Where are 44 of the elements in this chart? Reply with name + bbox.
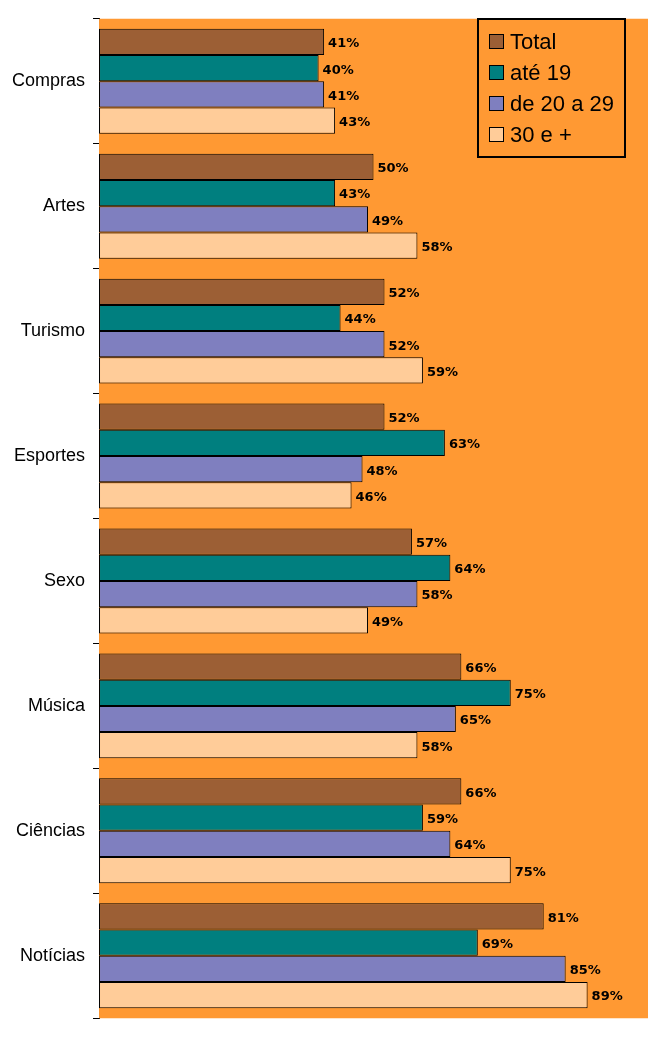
data-label: 65% [459, 712, 491, 728]
data-label: 40% [322, 61, 354, 77]
data-label: 75% [514, 686, 546, 702]
data-label: 59% [426, 363, 459, 379]
y-tick-label: Música [28, 694, 87, 715]
data-label: 43% [339, 113, 371, 129]
legend-label: até 19 [510, 59, 572, 86]
y-tick-label: Compras [11, 70, 86, 91]
data-label: 81% [547, 909, 579, 925]
data-label: 85% [569, 962, 601, 978]
data-label: 89% [591, 988, 623, 1004]
data-label: 48% [366, 462, 398, 478]
data-label: 52% [388, 410, 420, 426]
data-label: 69% [481, 936, 513, 951]
y-tick-label: Esportes [13, 445, 86, 466]
legend-label: 30 e + [510, 121, 572, 148]
data-label: 66% [465, 784, 497, 800]
data-label: 41% [328, 35, 360, 51]
y-tick-label: Artes [43, 195, 86, 216]
legend-label: de 20 a 29 [510, 90, 614, 117]
y-tick-label: Sexo [43, 569, 86, 590]
data-label: 49% [372, 613, 404, 629]
data-label: 57% [415, 534, 448, 550]
data-label: 50% [377, 160, 409, 176]
data-label: 43% [339, 186, 371, 202]
data-label: 46% [355, 488, 387, 504]
data-label: 58% [421, 238, 453, 254]
data-label: 58% [421, 587, 453, 603]
data-label: 64% [454, 561, 486, 577]
data-label: 63% [448, 436, 480, 452]
data-label: 64% [454, 837, 486, 853]
data-label: 44% [344, 311, 376, 327]
data-label: 49% [372, 212, 404, 228]
y-tick-label: Ciências [15, 819, 86, 840]
data-label: 59% [426, 811, 459, 827]
data-label: 41% [328, 87, 360, 103]
data-label: 52% [388, 337, 420, 353]
data-label: 52% [388, 285, 420, 301]
data-label: 58% [421, 738, 453, 754]
y-tick-label: Notícias [19, 944, 86, 965]
legend-label: Total [510, 28, 557, 55]
data-label: 66% [465, 659, 497, 675]
data-label: 75% [514, 863, 546, 879]
y-tick-label: Turismo [20, 320, 86, 341]
